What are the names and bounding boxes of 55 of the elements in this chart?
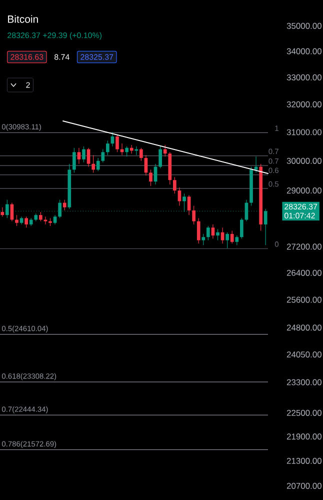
candlestick xyxy=(196,218,200,244)
candlestick xyxy=(240,218,244,239)
y-tick-label: 29000.00 xyxy=(286,188,322,194)
candlestick xyxy=(72,148,76,173)
y-tick-label: 31000.00 xyxy=(286,129,322,136)
candlestick xyxy=(154,164,158,185)
y-tick-label: 30000.00 xyxy=(286,158,322,164)
y-tick-label: 21900.00 xyxy=(286,434,322,440)
candlestick xyxy=(182,193,186,212)
y-tick-label: 23300.00 xyxy=(286,379,322,386)
candlestick xyxy=(140,148,143,162)
candlestick xyxy=(101,148,105,163)
y-tick-label: 27200.00 xyxy=(286,244,322,250)
candlestick xyxy=(187,194,191,216)
candlestick xyxy=(220,227,224,244)
y-tick-label: 20700.00 xyxy=(286,482,322,489)
y-tick-label: 21300.00 xyxy=(286,458,322,464)
candlestick xyxy=(149,169,152,186)
y-tick-label: 33000.00 xyxy=(286,74,322,80)
candlestick xyxy=(125,146,128,157)
candlestick xyxy=(192,205,196,225)
y-tick-label: 24050.00 xyxy=(286,352,322,358)
y-tick-label: 24800.00 xyxy=(286,324,322,331)
candlestick xyxy=(24,216,28,228)
y-tick-label: 32000.00 xyxy=(286,101,322,108)
candlestick xyxy=(264,208,268,246)
candlestick xyxy=(206,226,210,241)
candlestick xyxy=(163,144,167,157)
y-tick-label: 22500.00 xyxy=(286,410,322,416)
chart-title: Bitcoin xyxy=(8,15,38,23)
candlestick xyxy=(92,154,95,173)
candlestick xyxy=(211,224,215,239)
candlestick xyxy=(230,230,234,244)
candlestick xyxy=(44,216,48,225)
candlestick xyxy=(53,214,57,225)
y-tick-label: 25600.00 xyxy=(286,296,322,303)
candlestick xyxy=(82,146,86,163)
y-tick-label: 35000.00 xyxy=(286,22,322,29)
candlestick xyxy=(254,156,258,173)
candlestick xyxy=(39,212,42,222)
candlestick xyxy=(116,134,119,152)
candlestick xyxy=(77,148,81,164)
candlestick xyxy=(15,214,18,226)
candlestick xyxy=(0,207,4,217)
candlestick xyxy=(226,232,229,249)
candlestick xyxy=(62,199,66,211)
candlestick xyxy=(216,228,220,241)
candlestick xyxy=(202,234,206,246)
candlestick xyxy=(158,146,162,169)
candlestick xyxy=(173,176,176,194)
candlestick xyxy=(96,158,100,172)
y-tick-label: 26400.00 xyxy=(286,270,322,276)
candlestick xyxy=(106,140,110,156)
y-tick-label: 34000.00 xyxy=(286,48,322,54)
candlestick xyxy=(235,235,239,246)
